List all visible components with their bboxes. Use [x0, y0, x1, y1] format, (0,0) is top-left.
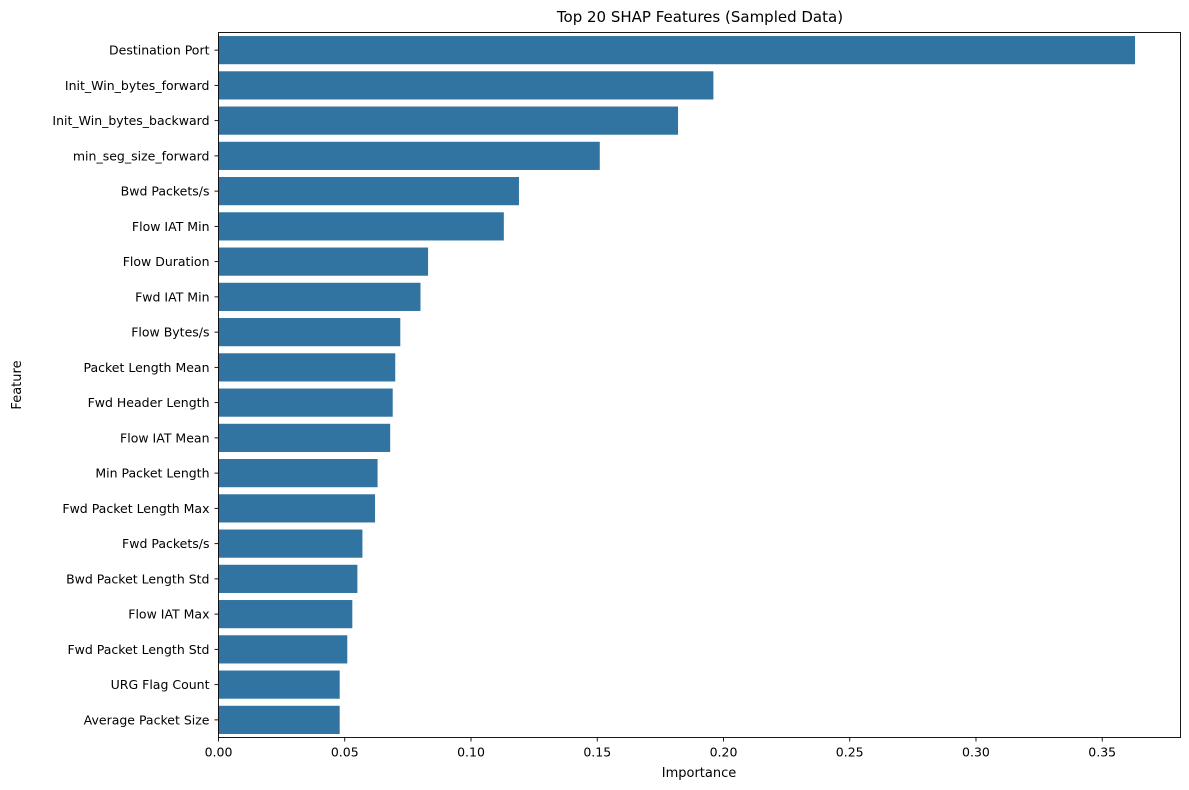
y-tick-label: Flow IAT Min	[132, 219, 210, 234]
bar	[218, 423, 391, 452]
x-tick-label: 0.30	[962, 745, 990, 760]
bar	[218, 494, 376, 523]
y-tick-label: Bwd Packet Length Std	[66, 571, 209, 586]
y-tick-label: Flow Bytes/s	[131, 325, 209, 340]
bar	[218, 71, 714, 100]
y-tick-label: min_seg_size_forward	[73, 148, 210, 163]
y-tick-label: Destination Port	[109, 43, 210, 58]
y-tick-label: Fwd Header Length	[88, 395, 210, 410]
bar	[218, 247, 429, 276]
y-axis-label: Feature	[10, 360, 25, 409]
x-axis-label: Importance	[662, 766, 737, 781]
x-tick-label: 0.35	[1088, 745, 1116, 760]
bar	[218, 529, 363, 558]
y-tick-label: Init_Win_bytes_forward	[65, 78, 210, 93]
bar	[218, 141, 600, 170]
y-tick-label: Packet Length Mean	[83, 360, 209, 375]
y-tick-label: Init_Win_bytes_backward	[52, 113, 209, 128]
bar	[218, 353, 396, 382]
plot-frame	[218, 32, 1181, 738]
bars-group	[218, 36, 1136, 734]
bar	[218, 177, 519, 206]
bar	[218, 282, 421, 311]
y-tick-label: Fwd IAT Min	[135, 289, 209, 304]
y-tick-label: Flow IAT Max	[128, 607, 209, 622]
y-tick-label: Fwd Packet Length Max	[62, 501, 209, 516]
y-tick-label: Fwd Packets/s	[122, 536, 209, 551]
x-tick-label: 0.00	[205, 745, 233, 760]
x-tick-label: 0.05	[331, 745, 359, 760]
bar	[218, 318, 401, 347]
bar	[218, 36, 1136, 65]
x-ticks: 0.00 0.05 0.10 0.15 0.20 0.25 0.30 0.35	[205, 737, 1116, 760]
y-tick-label: URG Flag Count	[111, 677, 210, 692]
x-tick-label: 0.15	[583, 745, 611, 760]
bar	[218, 212, 504, 241]
x-tick-label: 0.20	[710, 745, 738, 760]
bar	[218, 600, 353, 629]
bar	[218, 106, 679, 135]
y-tick-label: Fwd Packet Length Std	[67, 642, 209, 657]
x-tick-label: 0.25	[836, 745, 864, 760]
chart-title: Top 20 SHAP Features (Sampled Data)	[556, 8, 843, 26]
y-tick-label: Min Packet Length	[95, 466, 209, 481]
x-tick-label: 0.10	[457, 745, 485, 760]
y-tick-labels: Destination Port Init_Win_bytes_forward In…	[52, 43, 219, 727]
bar	[218, 635, 348, 664]
bar	[218, 705, 340, 734]
bar	[218, 459, 378, 488]
y-tick-label: Average Packet Size	[84, 712, 210, 727]
bar	[218, 388, 393, 417]
bar	[218, 670, 340, 699]
y-tick-label: Flow IAT Mean	[120, 430, 209, 445]
y-tick-label: Bwd Packets/s	[121, 184, 210, 199]
y-tick-label: Flow Duration	[123, 254, 210, 269]
bar	[218, 564, 358, 593]
